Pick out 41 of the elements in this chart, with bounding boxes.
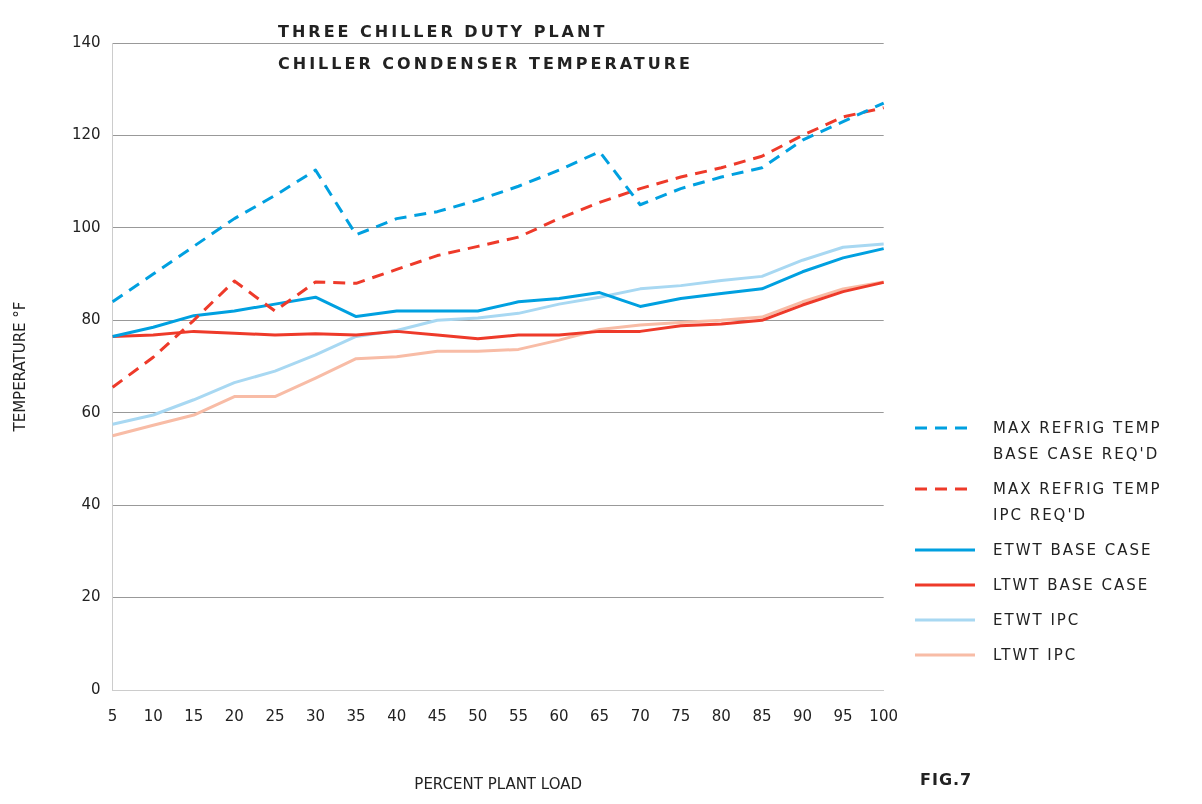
x-tick-label: 25 <box>265 706 285 725</box>
line-series <box>111 106 886 389</box>
x-tick-label: 20 <box>224 706 244 725</box>
x-tick-label: 90 <box>792 706 813 725</box>
legend-label: LTWT BASE CASE <box>993 575 1151 596</box>
y-tick-label: 40 <box>81 495 101 514</box>
caption: FIG.7 <box>920 770 973 789</box>
x-tick-label: 55 <box>508 706 528 725</box>
legend-label: ETWT IPC <box>993 610 1082 631</box>
x-tick-label: 60 <box>549 706 569 725</box>
x-tick-label: 80 <box>711 706 731 725</box>
y-axis-title: TEMPERATURE °F <box>10 301 29 433</box>
legend-label: MAX REFRIG TEMP BASE CASE REQ'D <box>993 418 1163 465</box>
legend-label: MAX REFRIG TEMP IPC REQ'D <box>993 479 1163 526</box>
x-tick-label: 65 <box>590 706 610 725</box>
x-tick-label: 70 <box>630 706 650 725</box>
x-tick-label: 10 <box>143 706 163 725</box>
x-tick-label: 35 <box>346 706 366 725</box>
y-tick-label: 60 <box>81 402 101 421</box>
legend-label: ETWT BASE CASE <box>993 540 1154 561</box>
y-tick-label: 100 <box>71 217 101 236</box>
x-tick-label: 75 <box>671 706 691 725</box>
x-tick-label: 50 <box>468 706 488 725</box>
y-tick-label: 0 <box>91 679 101 698</box>
x-tick-label: 100 <box>869 706 899 725</box>
chart-title: THREE CHILLER DUTY PLANT <box>278 21 609 43</box>
x-tick-label: 5 <box>107 706 118 725</box>
text: CHILLER CONDENSER TEMPERATURE <box>278 53 694 75</box>
y-tick-label: 80 <box>81 310 101 329</box>
y-tick-label: 120 <box>71 125 101 144</box>
x-tick-label: 40 <box>387 706 407 725</box>
x-tick-label: 15 <box>184 706 204 725</box>
y-tick-label: 20 <box>81 587 101 606</box>
legend-label: LTWT IPC <box>993 645 1079 666</box>
x-axis-title: PERCENT PLANT LOAD <box>414 774 582 793</box>
x-tick-label: 45 <box>427 706 447 725</box>
y-tick-label: 140 <box>71 32 101 51</box>
x-tick-label: 30 <box>305 706 326 725</box>
line-series <box>111 101 886 304</box>
x-tick-label: 95 <box>833 706 853 725</box>
x-tick-label: 85 <box>752 706 772 725</box>
